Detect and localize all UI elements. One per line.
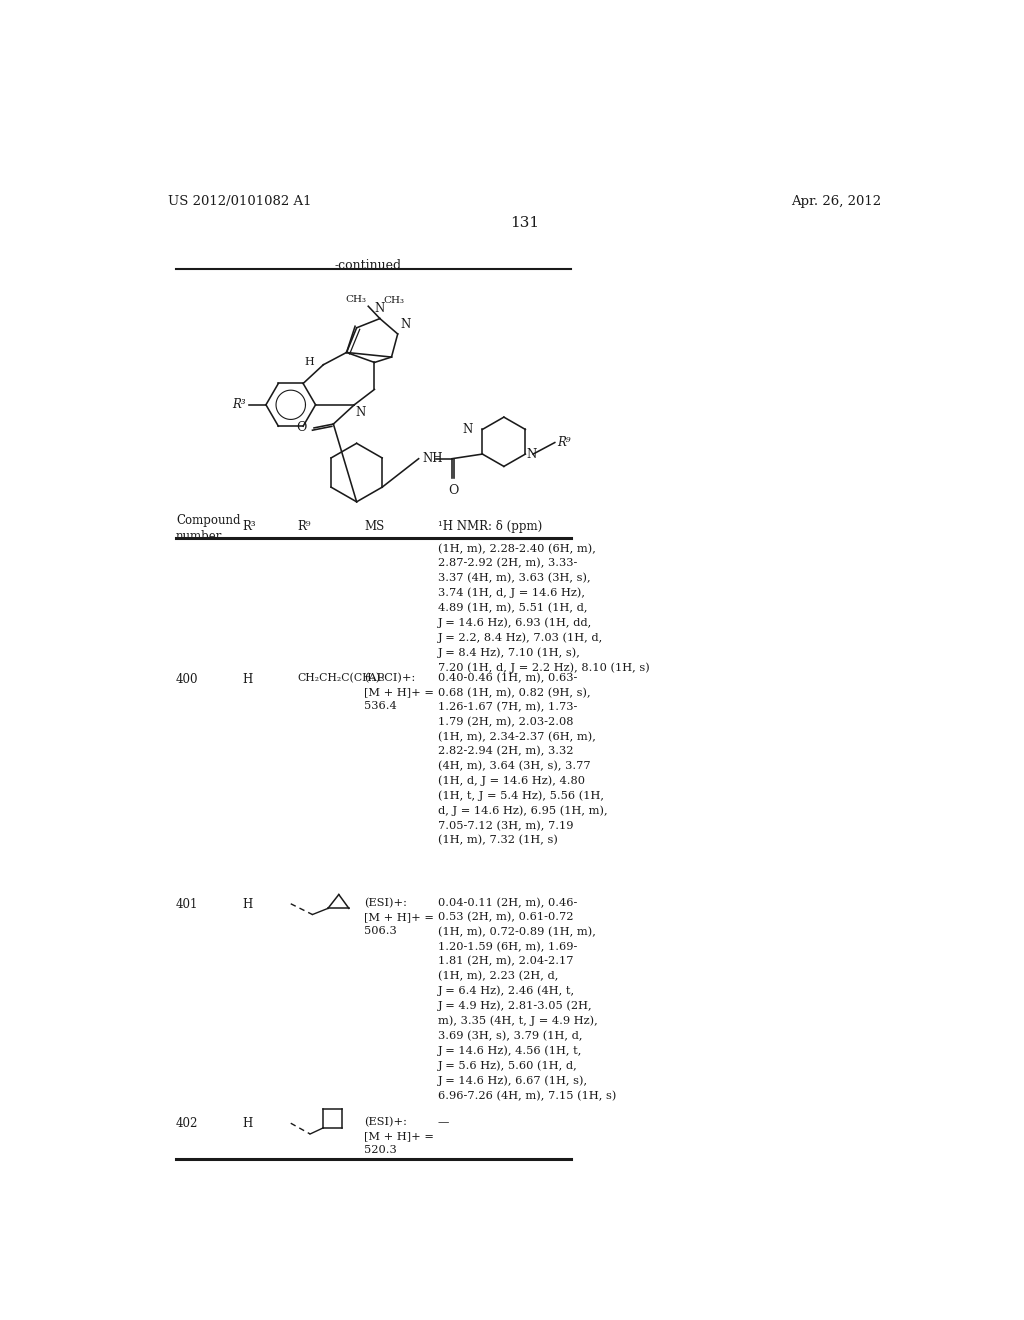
Text: (ESI)+:
[M + H]+ =
506.3: (ESI)+: [M + H]+ = 506.3 (365, 898, 434, 936)
Text: (1H, m), 2.28-2.40 (6H, m),
2.87-2.92 (2H, m), 3.33-
3.37 (4H, m), 3.63 (3H, s),: (1H, m), 2.28-2.40 (6H, m), 2.87-2.92 (2… (438, 544, 650, 673)
Text: (APCI)+:
[M + H]+ =
536.4: (APCI)+: [M + H]+ = 536.4 (365, 673, 434, 711)
Text: CH₂CH₂C(CH₃)₃: CH₂CH₂C(CH₃)₃ (297, 673, 384, 682)
Text: NH: NH (423, 453, 443, 465)
Text: 0.04-0.11 (2H, m), 0.46-
0.53 (2H, m), 0.61-0.72
(1H, m), 0.72-0.89 (1H, m),
1.2: 0.04-0.11 (2H, m), 0.46- 0.53 (2H, m), 0… (438, 898, 616, 1101)
Text: N: N (375, 302, 385, 315)
Text: 400: 400 (176, 673, 199, 686)
Text: 131: 131 (510, 216, 540, 230)
Text: R⁹: R⁹ (297, 520, 310, 533)
Text: N: N (400, 318, 411, 331)
Text: —: — (438, 1117, 450, 1127)
Text: (ESI)+:
[M + H]+ =
520.3: (ESI)+: [M + H]+ = 520.3 (365, 1117, 434, 1155)
Text: N: N (527, 447, 538, 461)
Text: 401: 401 (176, 898, 199, 911)
Text: R³: R³ (243, 520, 256, 533)
Text: O: O (449, 484, 459, 498)
Text: N: N (463, 422, 473, 436)
Text: O: O (296, 421, 306, 434)
Text: CH₃: CH₃ (384, 296, 404, 305)
Text: Apr. 26, 2012: Apr. 26, 2012 (792, 195, 882, 209)
Text: US 2012/0101082 A1: US 2012/0101082 A1 (168, 195, 311, 209)
Text: ¹H NMR: δ (ppm): ¹H NMR: δ (ppm) (438, 520, 543, 533)
Text: H: H (243, 673, 253, 686)
Text: H: H (243, 1117, 253, 1130)
Text: 0.40-0.46 (1H, m), 0.63-
0.68 (1H, m), 0.82 (9H, s),
1.26-1.67 (7H, m), 1.73-
1.: 0.40-0.46 (1H, m), 0.63- 0.68 (1H, m), 0… (438, 673, 607, 846)
Text: 402: 402 (176, 1117, 199, 1130)
Text: H: H (304, 356, 314, 367)
Text: R³: R³ (232, 399, 246, 412)
Text: H: H (243, 898, 253, 911)
Text: R⁹: R⁹ (557, 436, 570, 449)
Text: MS: MS (365, 520, 385, 533)
Text: -continued: -continued (335, 259, 401, 272)
Text: Compound
number: Compound number (176, 515, 241, 543)
Text: N: N (356, 407, 367, 420)
Text: CH₃: CH₃ (345, 294, 366, 304)
